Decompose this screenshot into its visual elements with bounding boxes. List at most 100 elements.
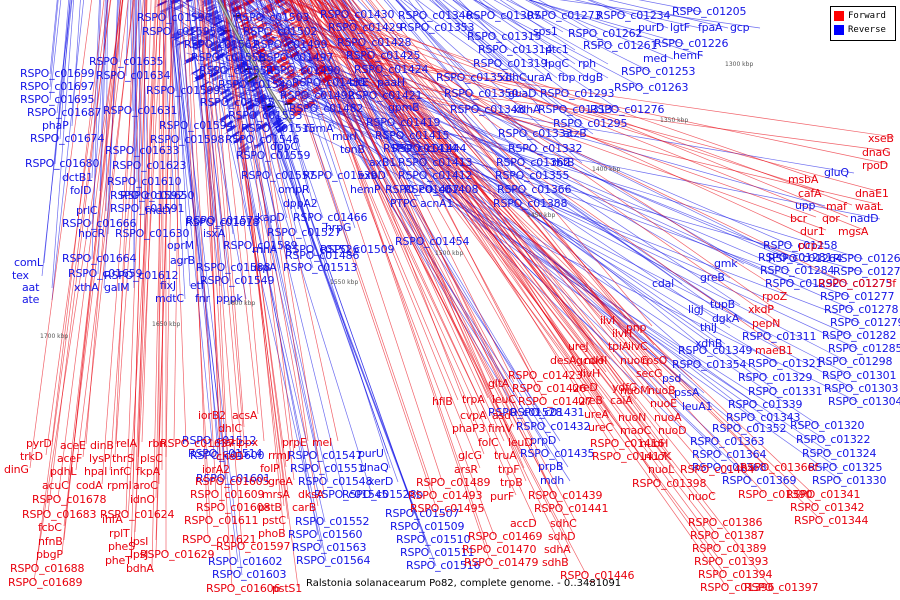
gene-label-forward[interactable]: phoB [258,527,286,540]
gene-label-reverse[interactable]: RSPO_c01321 [748,357,823,370]
gene-label-reverse[interactable]: RSPO_c01319 [473,57,548,70]
gene-label-reverse[interactable]: RSPO_c01330 [812,474,887,487]
gene-label-reverse[interactable]: RSPO_c01444 [392,142,467,155]
gene-label-forward[interactable]: dur1 [800,225,825,238]
gene-label-forward[interactable]: mgsA [838,225,869,238]
gene-label-forward[interactable]: mrsA [262,488,290,501]
gene-label-reverse[interactable]: RSPO_c01666 [62,217,137,230]
gene-label-forward[interactable]: RSPO_c01637 [160,437,235,450]
gene-label-forward[interactable]: nuoG [620,354,649,367]
gene-label-reverse[interactable]: RSPO_c01424 [354,63,429,76]
gene-label-forward[interactable]: dksA [298,488,324,501]
gene-label-reverse[interactable]: RSPO_c01564 [296,554,371,567]
gene-label-forward[interactable]: ureD [572,381,598,394]
gene-label-reverse[interactable]: RSPO_c01486 [285,249,360,262]
gene-label-reverse[interactable]: RSPO_c01511 [400,546,475,559]
gene-label-reverse[interactable]: RSPO_c01514 [188,447,263,460]
gene-label-reverse[interactable]: RSPO_c01633 [105,144,180,157]
gene-label-reverse[interactable]: RSPO_c01408 [404,183,479,196]
gene-label-forward[interactable]: dhlC [218,422,242,435]
gene-label-reverse[interactable]: RSPO_c01548 [298,475,373,488]
gene-label-reverse[interactable]: RSPO_c01592 [110,189,185,202]
gene-label-reverse[interactable]: thiJ [700,321,717,334]
gene-label-reverse[interactable]: RSPO_c01419 [366,116,441,129]
gene-label-reverse[interactable]: RSPO_c01315 [467,30,542,43]
gene-label-reverse[interactable]: RSPO_c01602 [208,555,283,568]
gene-label-reverse[interactable]: RSPO_c01674 [30,132,105,145]
gene-label-reverse[interactable]: RSPO_c01492 [280,89,355,102]
gene-label-reverse[interactable]: RSPO_c01509 [390,520,465,533]
gene-label-forward[interactable]: qor [822,212,840,225]
gene-label-forward[interactable]: xseB [868,132,894,145]
gene-label-reverse[interactable]: RSPO_c01281 [758,251,833,264]
gene-label-forward[interactable]: iorB2 [198,409,226,422]
gene-label-reverse[interactable]: oprM [167,239,194,252]
gene-label-reverse[interactable]: RSPO_c01490 [266,64,341,77]
gene-label-forward[interactable]: pheS [108,540,135,553]
gene-label-reverse[interactable]: xthA [74,281,99,294]
gene-label-reverse[interactable]: guaD [508,87,537,100]
gene-label-forward[interactable]: RSPO_c01608 [196,501,271,514]
gene-label-forward[interactable]: sdhD [548,530,576,543]
gene-label-reverse[interactable]: rph [578,57,596,70]
gene-label-reverse[interactable]: cdal [652,277,675,290]
gene-label-reverse[interactable]: dppC [270,140,298,153]
gene-label-reverse[interactable]: lgtF [670,21,690,34]
gene-label-forward[interactable]: secG [636,367,663,380]
gene-label-reverse[interactable]: tupB [710,298,736,311]
gene-label-reverse[interactable]: PTPC [390,197,417,210]
gene-label-forward[interactable]: leuD [508,436,533,449]
gene-label-reverse[interactable]: RSPO_c01303 [824,382,899,395]
gene-label-reverse[interactable]: RSPO_c01388 [493,197,568,210]
gene-label-forward[interactable]: ydfG [612,381,638,394]
gene-label-forward[interactable]: RSPO_c01366f [740,461,818,474]
gene-label-reverse[interactable]: psd [662,372,682,385]
gene-label-forward[interactable]: RSPO_c01404 [680,463,755,476]
gene-label-forward[interactable]: dnaE1 [855,187,889,200]
gene-label-forward[interactable]: RSPO_c01393 [694,555,769,568]
gene-label-forward[interactable]: desA [550,354,577,367]
gene-label-forward[interactable]: RSPO_c01273f [818,277,896,290]
gene-label-reverse[interactable]: RSPO_c01485 [292,76,367,89]
gene-label-reverse[interactable]: RSPO_c01454 [395,235,470,248]
gene-label-reverse[interactable]: rnhA [252,243,277,256]
gene-label-reverse[interactable]: agrB [170,254,195,267]
gene-label-reverse[interactable]: RSPO_c01467 [385,183,460,196]
gene-label-reverse[interactable]: hemP [350,183,381,196]
gene-label-reverse[interactable]: xdhC [499,71,527,84]
gene-label-forward[interactable]: purF [490,490,515,503]
gene-label-reverse[interactable]: ompR [278,183,310,196]
gene-label-reverse[interactable]: RSPO_c01293 [540,87,615,100]
gene-label-reverse[interactable]: RSPO_c01325 [808,461,883,474]
gene-label-forward[interactable]: sdhB [542,556,569,569]
gene-label-reverse[interactable]: gpmB [388,101,420,114]
gene-label-reverse[interactable]: dgkA [712,312,740,325]
gene-label-reverse[interactable]: RSPO_c01205 [672,5,747,18]
gene-label-forward[interactable]: aceF [57,452,83,465]
gene-label-forward[interactable]: acsA [232,409,258,422]
gene-label-reverse[interactable]: RSPO_c01267 [833,252,900,265]
gene-label-forward[interactable]: fcbC [38,521,62,534]
gene-label-reverse[interactable]: fumA [305,122,334,135]
gene-label-reverse[interactable]: prlC [76,204,98,217]
gene-label-reverse[interactable]: RSPO_c01533 [228,109,303,122]
gene-label-forward[interactable]: carB [292,501,317,514]
gene-label-forward[interactable]: ilvH [612,327,633,340]
gene-label-reverse[interactable]: prpD [530,434,557,447]
gene-label-forward[interactable]: nuoD [658,424,687,437]
gene-label-forward[interactable]: RSPO_c01416 [590,437,665,450]
gene-label-reverse[interactable]: hrpG [325,221,352,234]
gene-label-reverse[interactable]: RSPO_c01343 [726,411,801,424]
gene-label-forward[interactable]: trpF [498,463,520,476]
gene-label-reverse[interactable]: RSPO_c01562 [184,38,259,51]
gene-label-forward[interactable]: rpsO [642,354,668,367]
gene-label-forward[interactable]: phaP3 [452,422,486,435]
gene-label-reverse[interactable]: RSPO_c01631 [103,104,178,117]
gene-label-reverse[interactable]: fbp [558,71,576,84]
gene-label-forward[interactable]: pstB [258,501,282,514]
gene-label-reverse[interactable]: RSPO_c01513 [283,261,358,274]
gene-label-reverse[interactable]: RSPO_c01634 [96,69,171,82]
gene-label-reverse[interactable]: RSPO_c01320 [790,419,865,432]
gene-label-forward[interactable]: gcdH [576,354,604,367]
gene-label-reverse[interactable]: RSPO_c01329 [738,371,813,384]
